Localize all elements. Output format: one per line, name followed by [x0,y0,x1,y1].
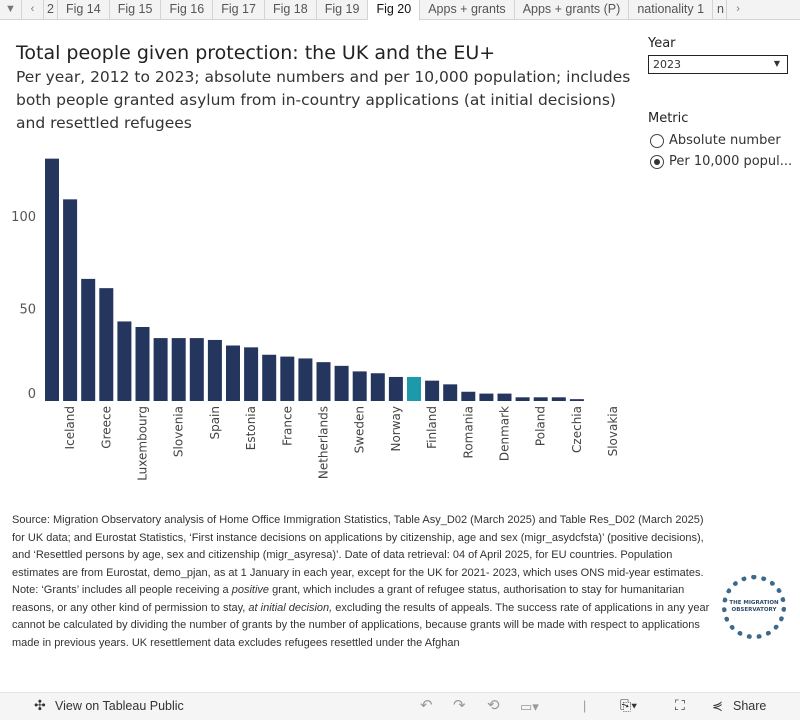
bar[interactable] [226,345,240,402]
metric-label: Metric [648,111,689,126]
x-tick-label: Slovenia [172,406,186,457]
chevron-down-icon: ▼ [773,59,780,68]
tab-active[interactable]: Fig 20 [368,0,421,21]
x-tick-label: Iceland [63,406,77,449]
radio-label: Absolute number [669,133,781,148]
y-tick-label: 100 [11,210,36,225]
bar[interactable] [81,278,96,401]
bar[interactable] [551,397,566,401]
tab[interactable]: Fig 15 [110,0,162,19]
radio-icon [650,133,664,148]
bar[interactable] [388,376,403,401]
y-tick-label: 50 [19,303,36,318]
redo-icon[interactable]: ↷ [453,697,466,714]
tab[interactable]: 2 [44,0,58,19]
year-label: Year [648,36,676,51]
radio-label: Per 10,000 popul... [669,154,793,169]
bar[interactable] [461,391,476,401]
bar[interactable] [280,356,295,401]
bar[interactable] [334,365,349,401]
bar[interactable] [99,288,114,401]
bar[interactable] [63,199,78,401]
bar[interactable] [298,358,313,401]
tab[interactable]: Fig 18 [265,0,317,19]
bar-chart: 0 50 100 Iceland Greece Luxembourg Slovenia Spa… [11,158,620,480]
x-tick-label: Sweden [353,406,367,453]
bar[interactable] [479,393,494,401]
bar[interactable] [45,158,59,401]
tab[interactable]: Apps + grants [420,0,515,19]
metric-radio-per-10000[interactable]: Per 10,000 popul... [650,154,792,169]
view-on-tableau-link[interactable]: View on Tableau Public [55,699,184,713]
bar[interactable] [569,399,584,401]
tab[interactable]: Fig 17 [213,0,265,19]
share-button[interactable]: Share [733,699,767,713]
tab[interactable]: Fig 14 [58,0,110,19]
source-note: Source: Migration Observatory analysis o… [12,512,717,652]
bar[interactable] [497,393,512,401]
bar[interactable] [153,338,168,401]
tab[interactable]: nationality 1 [629,0,714,19]
year-value: 2023 [653,58,681,71]
radio-selected-icon [650,154,664,169]
share-icon[interactable]: ⋞ [712,698,723,713]
bar[interactable] [370,373,385,401]
x-tick-label: Spain [208,406,222,440]
x-tick-label: Estonia [244,406,258,450]
bar[interactable] [352,371,367,401]
migration-observatory-logo[interactable]: THE MIGRATION OBSERVATORY [722,575,786,639]
x-tick-label: Romania [461,406,475,458]
page-subtitle: Per year, 2012 to 2023; absolute numbers… [16,68,631,132]
revert-icon[interactable]: ⟲ [487,697,500,714]
bar[interactable] [171,338,186,401]
bar[interactable] [117,321,132,401]
x-tick-label: Poland [534,406,548,446]
bar[interactable] [533,397,548,401]
x-tick-label: Norway [389,406,403,452]
source-text: Source: Migration Observatory analysis o… [12,514,704,579]
metric-radio-absolute[interactable]: Absolute number [650,133,781,148]
fullscreen-icon[interactable]: ⛶ [675,697,685,713]
tableau-icon: ✣ [34,697,46,713]
bar[interactable] [425,380,440,401]
x-tick-label: Denmark [498,406,512,461]
tabs-menu-button[interactable]: ▼ [0,0,22,19]
x-tick-label: Netherlands [317,406,331,479]
tab[interactable]: Fig 16 [161,0,214,19]
x-tick-label: Czechia [570,406,584,453]
divider: | [583,699,587,713]
bar[interactable] [443,384,458,401]
tableau-toolbar: ✣ View on Tableau Public ↶ ↷ ⟲ ▭▾ | ⎘▾ ⛶… [0,692,800,720]
tabs-next-button[interactable]: › [736,3,740,15]
x-tick-label: France [280,406,294,446]
bar[interactable] [515,397,530,401]
bar[interactable] [244,347,259,401]
x-tick-label: Finland [425,406,439,449]
tab[interactable]: Apps + grants (P) [515,0,630,19]
bar[interactable] [135,327,150,401]
x-tick-label: Greece [99,406,113,449]
download-icon[interactable]: ⎘▾ [620,697,638,713]
year-dropdown[interactable]: 2023 ▼ [648,55,788,74]
x-tick-label: Luxembourg [136,406,150,480]
tab[interactable]: n [713,0,728,19]
bar[interactable] [189,338,204,401]
tab[interactable]: Fig 19 [317,0,369,19]
bar[interactable] [316,362,331,401]
refresh-icon[interactable]: ▭▾ [520,699,539,714]
y-tick-label: 0 [28,387,36,402]
bar[interactable] [262,354,277,401]
bar[interactable] [207,339,222,401]
page-title: Total people given protection: the UK an… [16,42,496,64]
bar[interactable] [407,376,421,401]
x-tick-label: Slovakia [606,406,620,456]
note-text: Note: ‘Grants’ includes all people recei… [12,584,710,649]
sheet-tabs: ▼ ‹ 2 Fig 14 Fig 15 Fig 16 Fig 17 Fig 18… [0,0,800,21]
tabs-prev-button[interactable]: ‹ [22,0,44,19]
undo-icon[interactable]: ↶ [420,697,433,714]
